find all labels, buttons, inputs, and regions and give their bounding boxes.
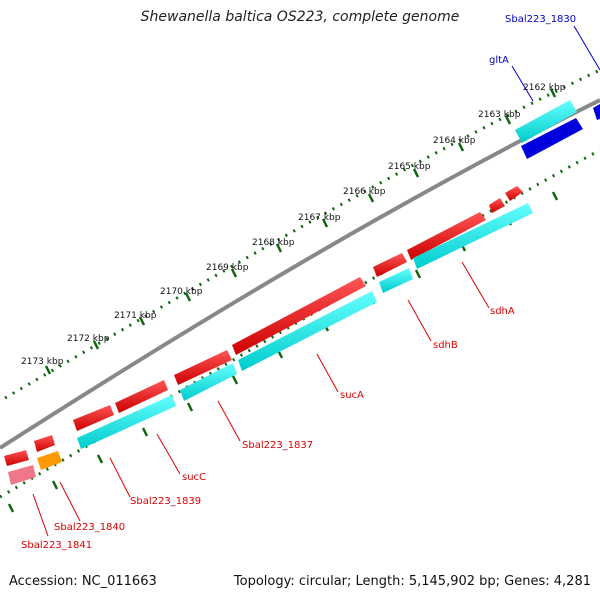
major-tick	[275, 243, 283, 253]
tick-label: 2171 kbp	[114, 311, 157, 321]
leader-Sbal223-1837	[217, 400, 241, 442]
cds-sucA-reverse[interactable]	[238, 291, 377, 371]
gene-label[interactable]: sdhB	[433, 340, 458, 351]
major-tick	[141, 427, 149, 437]
highlighted-features	[515, 100, 600, 159]
genome-backbone	[0, 98, 600, 450]
leader-gltA	[511, 65, 534, 102]
major-tick	[7, 503, 15, 513]
tick-label: 2163 kbp	[478, 110, 521, 120]
cds-Sbal223-1841-fwd[interactable]	[4, 450, 29, 466]
outer-major-ticks	[44, 88, 557, 375]
major-tick	[457, 142, 465, 152]
gene-label[interactable]: sucA	[340, 390, 364, 401]
major-tick	[231, 375, 239, 385]
gene-label[interactable]: Sbal223_1841	[21, 540, 92, 551]
leader-Sbal223-1840	[59, 481, 81, 522]
tick-label: 2170 kbp	[160, 287, 203, 297]
cds-sdhA[interactable]	[407, 212, 486, 260]
accession-text: Accession: NC_011663	[9, 574, 157, 589]
tick-label: 2172 kbp	[67, 334, 110, 344]
gene-label[interactable]: sdhA	[490, 306, 515, 317]
gene-label[interactable]: Sbal223_1839	[130, 496, 201, 507]
major-tick	[412, 168, 420, 178]
tick-label: 2166 kbp	[343, 187, 386, 197]
major-tick	[549, 88, 557, 98]
cds-sdh-reverse[interactable]	[413, 203, 533, 269]
major-tick	[138, 316, 146, 326]
leader-sdhA	[461, 261, 490, 309]
cds-Sbal223-1837-reverse[interactable]	[180, 363, 237, 401]
gene-label[interactable]: Sbal223_1840	[54, 522, 125, 533]
cds-sdh-small[interactable]	[505, 186, 523, 201]
major-tick	[44, 365, 52, 375]
cds-sucA[interactable]	[232, 277, 366, 355]
cds-Sbal223-1830[interactable]	[593, 104, 600, 120]
cds-sucC-fwd[interactable]	[73, 405, 114, 431]
cds-gltA[interactable]	[521, 118, 583, 159]
leader-Sbal223-1830	[573, 25, 600, 71]
cds-Sbal223-1841[interactable]	[8, 465, 36, 485]
major-tick	[186, 402, 194, 412]
major-tick	[414, 269, 422, 279]
leader-sucC	[156, 433, 181, 475]
tick-label: 2167 kbp	[298, 213, 341, 223]
gene-labels: Sbal223_1830 gltA sdhA sdhB sucA Sbal223_1837…	[21, 14, 576, 551]
gene-label[interactable]: gltA	[489, 55, 509, 66]
cds-gltA-cyan[interactable]	[515, 100, 577, 143]
tick-label: 2165 kbp	[388, 162, 431, 172]
cds-Sbal223-1837-fwd[interactable]	[115, 380, 168, 413]
cds-sucB[interactable]	[174, 350, 232, 385]
tick-label: 2168 kbp	[252, 238, 295, 248]
major-tick	[504, 115, 512, 125]
major-tick	[551, 191, 559, 201]
major-tick	[51, 480, 59, 490]
tick-labels: 2162 kbp 2163 kbp 2164 kbp 2165 kbp 2166 kbp…	[21, 83, 566, 367]
leader-sdhB	[407, 299, 432, 342]
topology-summary: Topology: circular; Length: 5,145,902 bp…	[233, 574, 591, 589]
map-title: Shewanella baltica OS223, complete genom…	[140, 9, 460, 25]
major-tick	[184, 292, 192, 302]
major-tick	[367, 193, 375, 203]
cds-sdh-tiny[interactable]	[489, 198, 505, 213]
major-tick	[92, 340, 100, 350]
cds-sucC-reverse[interactable]	[77, 395, 176, 449]
forward-strand-features	[4, 186, 523, 466]
label-leader-lines	[32, 25, 600, 537]
tick-label: 2169 kbp	[206, 263, 249, 273]
leader-Sbal223-1839	[109, 457, 131, 498]
cds-Sbal223-1840[interactable]	[37, 451, 62, 470]
cds-sdhB[interactable]	[373, 253, 407, 277]
reverse-strand-features	[8, 203, 533, 485]
tick-label: 2164 kbp	[433, 136, 476, 146]
tick-label: 2173 kbp	[21, 357, 64, 367]
major-tick	[96, 454, 104, 464]
gene-label[interactable]: sucC	[182, 472, 206, 483]
gene-label[interactable]: Sbal223_1837	[242, 440, 313, 451]
cds-sdhB-reverse[interactable]	[379, 268, 413, 293]
gene-label[interactable]: Sbal223_1830	[505, 14, 576, 25]
major-tick	[230, 268, 238, 278]
tick-label: 2162 kbp	[523, 83, 566, 93]
cds-Sbal223-1839-fwd[interactable]	[34, 435, 55, 452]
leader-sucA	[316, 353, 339, 393]
leader-Sbal223-1841	[32, 493, 49, 537]
major-tick	[321, 218, 329, 228]
